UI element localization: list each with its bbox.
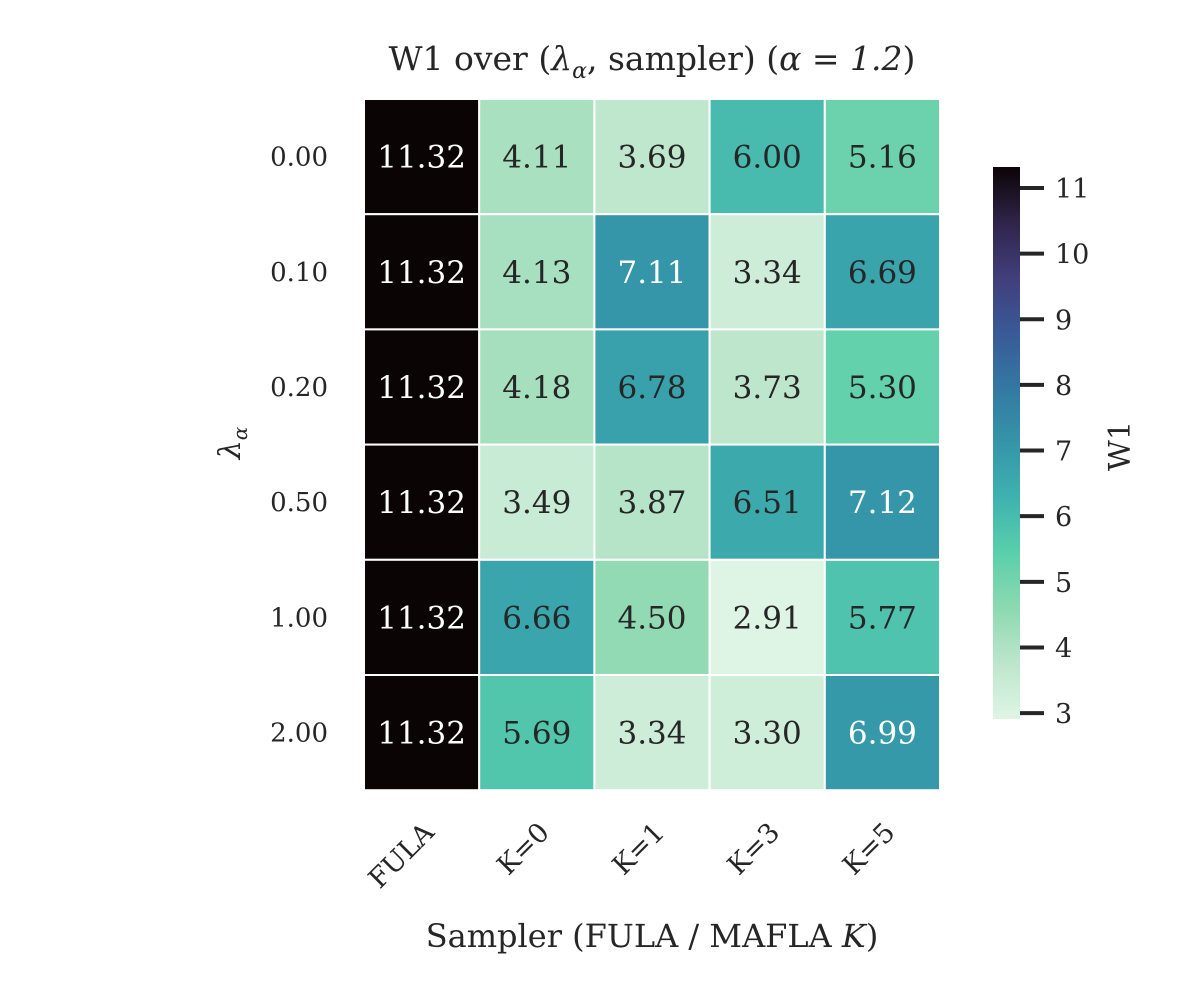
heatmap-cell-r5-c4	[823, 674, 941, 792]
y-tick-label-5: 2.00	[270, 719, 328, 749]
heatmap-cell-label-r0-c2: 3.69	[617, 140, 686, 176]
heatmap-cell-label-r1-c2: 7.11	[617, 255, 686, 291]
heatmap-cell-r0-c0	[363, 98, 481, 216]
heatmap-cell-label-r0-c1: 4.11	[502, 140, 571, 176]
heatmap-cell-label-r5-c0: 11.32	[377, 716, 466, 752]
y-axis-label: λα	[213, 426, 252, 460]
heatmap-cell-r5-c2	[593, 674, 711, 792]
heatmap-cell-label-r4-c0: 11.32	[377, 600, 466, 636]
heatmap-cell-label-r3-c4: 7.12	[848, 485, 917, 521]
colorbar-tick-label-8: 11	[1055, 174, 1089, 205]
chart-title: W1 over (λα, sampler) (α = 1.2)	[389, 39, 916, 84]
heatmap-cell-r5-c1	[478, 674, 596, 792]
y-tick-label-1: 0.10	[270, 258, 328, 288]
y-tick-labels: 0.00 0.10 0.20 0.50 1.00 2.00	[270, 143, 328, 749]
y-tick-label-3: 0.50	[270, 488, 328, 518]
heatmap-cell-label-r3-c1: 3.49	[502, 485, 571, 521]
heatmap-cell-label-r2-c2: 6.78	[617, 370, 686, 406]
heatmap-cells: 11.32 4.11 3.69 6.00 5.16 11.32 4.13 7.11 3.34 6.…	[363, 98, 941, 792]
heatmap-cell-r2-c1	[478, 328, 596, 446]
y-tick-label-4: 1.00	[270, 603, 328, 633]
colorbar-tick-label-7: 10	[1055, 240, 1089, 271]
heatmap-cell-r1-c4	[823, 213, 941, 331]
heatmap-cell-label-r2-c4: 5.30	[848, 370, 917, 406]
x-tick-labels: FULA K=0 K=1 K=3 K=5	[363, 817, 902, 895]
heatmap-cell-r1-c0	[363, 213, 481, 331]
heatmap-cell-r4-c4	[823, 558, 941, 676]
x-tick-label-1: K=0	[491, 817, 555, 881]
heatmap-cell-r4-c1	[478, 558, 596, 676]
colorbar: 3 4 5 6 7 8 9 10 11 W1	[993, 167, 1138, 730]
x-tick-label-0: FULA	[363, 817, 441, 895]
heatmap-cell-r3-c3	[708, 443, 826, 561]
colorbar-tick-label-5: 8	[1055, 371, 1072, 402]
heatmap-cell-r3-c0	[363, 443, 481, 561]
heatmap-cell-label-r5-c1: 5.69	[502, 716, 571, 752]
heatmap-cell-label-r0-c0: 11.32	[377, 140, 466, 176]
heatmap-cell-label-r1-c3: 3.34	[733, 255, 802, 291]
heatmap-cell-label-r3-c0: 11.32	[377, 485, 466, 521]
heatmap-cell-label-r4-c4: 5.77	[848, 600, 917, 636]
heatmap-cell-label-r3-c2: 3.87	[617, 485, 686, 521]
heatmap-cell-label-r2-c3: 3.73	[733, 370, 802, 406]
x-tick-label-4: K=5	[837, 817, 901, 881]
heatmap-cell-label-r4-c1: 6.66	[502, 600, 571, 636]
heatmap-cell-label-r4-c3: 2.91	[733, 600, 802, 636]
heatmap-cell-r0-c1	[478, 98, 596, 216]
heatmap-cell-label-r3-c3: 6.51	[733, 485, 802, 521]
colorbar-tick-label-3: 6	[1055, 502, 1072, 533]
colorbar-gradient	[993, 167, 1020, 719]
heatmap-cell-label-r1-c0: 11.32	[377, 255, 466, 291]
x-tick-label-2: K=1	[607, 817, 671, 881]
heatmap-cell-r3-c1	[478, 443, 596, 561]
heatmap-cell-r0-c2	[593, 98, 711, 216]
heatmap-cell-label-r2-c1: 4.18	[502, 370, 571, 406]
heatmap-cell-r3-c4	[823, 443, 941, 561]
heatmap-cell-label-r4-c2: 4.50	[617, 600, 686, 636]
heatmap-cell-label-r0-c4: 5.16	[848, 140, 917, 176]
heatmap-cell-label-r1-c1: 4.13	[502, 255, 571, 291]
heatmap-cell-r2-c3	[708, 328, 826, 446]
heatmap-cell-label-r1-c4: 6.69	[848, 255, 917, 291]
colorbar-label: W1	[1103, 421, 1138, 471]
heatmap-cell-r3-c2	[593, 443, 711, 561]
y-tick-label-0: 0.00	[270, 143, 328, 173]
colorbar-tick-label-0: 3	[1055, 699, 1072, 730]
heatmap-cell-r5-c3	[708, 674, 826, 792]
colorbar-ticks: 3 4 5 6 7 8 9 10 11	[1020, 174, 1089, 730]
colorbar-tick-label-1: 4	[1055, 633, 1072, 664]
heatmap-cell-label-r5-c4: 6.99	[848, 716, 917, 752]
colorbar-tick-label-4: 7	[1055, 437, 1072, 468]
heatmap-cell-r4-c0	[363, 558, 481, 676]
heatmap-cell-label-r2-c0: 11.32	[377, 370, 466, 406]
heatmap-cell-label-r0-c3: 6.00	[733, 140, 802, 176]
y-tick-label-2: 0.20	[270, 373, 328, 403]
heatmap-cell-label-r5-c2: 3.34	[617, 716, 686, 752]
heatmap-cell-label-r5-c3: 3.30	[733, 716, 802, 752]
heatmap-cell-r1-c2	[593, 213, 711, 331]
heatmap-cell-r4-c2	[593, 558, 711, 676]
colorbar-tick-label-2: 5	[1055, 568, 1072, 599]
colorbar-tick-label-6: 9	[1055, 305, 1072, 336]
x-axis-label: Sampler (FULA / MAFLA K)	[426, 917, 879, 955]
x-tick-label-3: K=3	[722, 817, 786, 881]
